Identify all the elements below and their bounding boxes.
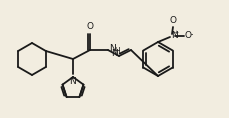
Text: N: N (170, 32, 177, 40)
Text: +: + (172, 30, 177, 34)
Text: O: O (169, 16, 176, 25)
Text: O: O (86, 22, 93, 31)
Text: ·: · (189, 29, 193, 42)
Text: O: O (184, 32, 191, 40)
Text: N: N (109, 44, 115, 53)
Text: N: N (111, 49, 117, 59)
Text: H: H (114, 47, 120, 56)
Text: N: N (69, 77, 76, 86)
